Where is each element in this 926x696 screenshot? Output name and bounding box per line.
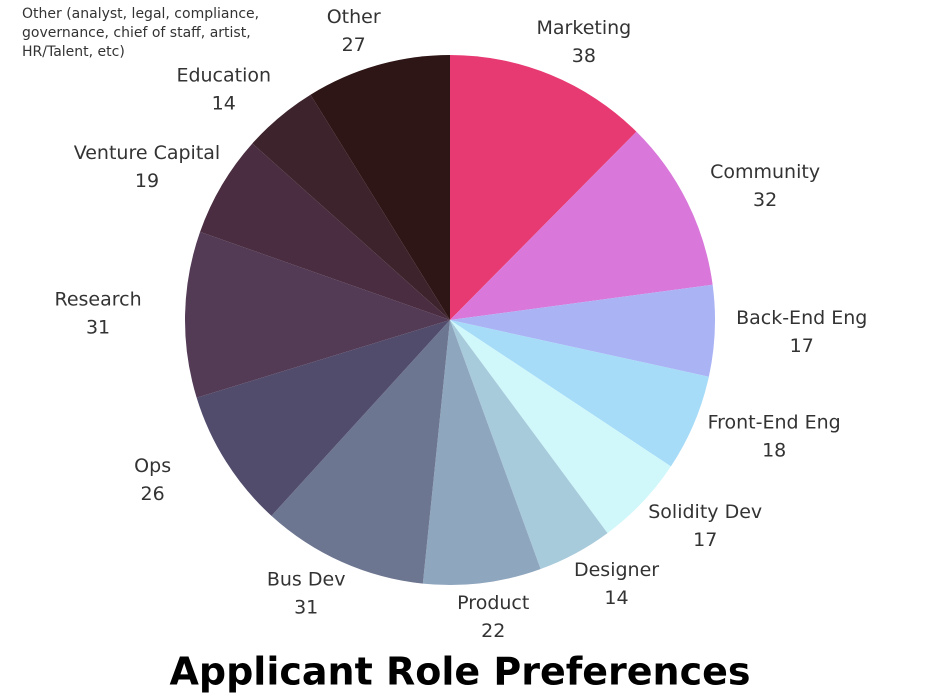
slice-label: Designer xyxy=(574,559,659,581)
pie-slice xyxy=(184,231,450,398)
pie-slice xyxy=(450,55,637,320)
pie-slice xyxy=(271,320,450,584)
pie-slice xyxy=(422,320,541,585)
slice-label: Research xyxy=(54,288,141,310)
slice-value: 31 xyxy=(86,316,110,338)
pie-slice xyxy=(450,320,709,467)
slice-value: 32 xyxy=(753,189,777,211)
slice-value: 38 xyxy=(572,45,596,67)
pie-slice xyxy=(450,131,713,320)
slice-value: 14 xyxy=(604,587,628,609)
pie-slice xyxy=(196,320,450,516)
slice-label: Solidity Dev xyxy=(648,501,762,523)
slice-value: 17 xyxy=(790,335,814,357)
slice-value: 14 xyxy=(212,93,236,115)
slice-label: Other xyxy=(327,6,381,28)
slice-label: Front-End Eng xyxy=(708,411,841,433)
slice-label: Ops xyxy=(134,455,171,477)
slice-value: 19 xyxy=(135,170,159,192)
slice-value: 22 xyxy=(481,620,505,642)
pie-slice xyxy=(310,55,450,320)
slice-label: Back-End Eng xyxy=(736,307,867,329)
slice-label: Product xyxy=(457,592,529,614)
slice-value: 17 xyxy=(693,529,717,551)
pie-slice xyxy=(252,94,450,320)
slice-label: Marketing xyxy=(537,17,632,39)
slice-value: 26 xyxy=(141,483,165,505)
annotation: Other (analyst, legal, compliance, gover… xyxy=(22,6,260,60)
slice-label: Education xyxy=(176,65,271,87)
slice-label: Bus Dev xyxy=(267,568,346,590)
slice-label: Venture Capital xyxy=(74,142,221,164)
pie-slice xyxy=(450,320,608,570)
chart-title: Applicant Role Preferences xyxy=(169,650,750,694)
slice-label: Community xyxy=(710,161,820,183)
pie-slice xyxy=(200,143,450,320)
slice-value: 18 xyxy=(762,439,786,461)
pie-slice xyxy=(450,284,715,377)
slice-value: 31 xyxy=(294,596,318,618)
pie-slice xyxy=(450,320,671,534)
slice-value: 27 xyxy=(342,34,366,56)
